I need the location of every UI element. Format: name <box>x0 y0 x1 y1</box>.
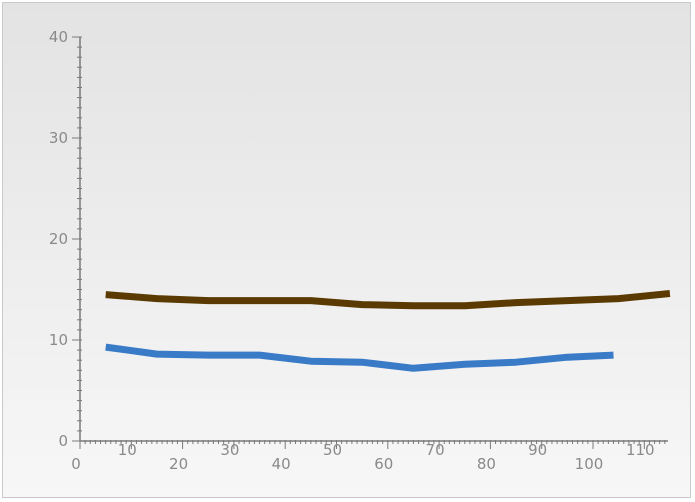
x-tick-label: 80 <box>477 455 496 473</box>
y-tick-label: 30 <box>49 129 68 147</box>
chart-frame <box>2 2 691 498</box>
x-tick-label: 100 <box>575 455 604 473</box>
x-tick-label: 20 <box>169 455 188 473</box>
tick-labels: 0 10 20 30 40 0 10 20 30 40 50 60 70 80 90 100 110 <box>49 28 655 473</box>
x-tick-label: 40 <box>272 455 291 473</box>
y-tick-label: 40 <box>49 28 68 46</box>
plot-background <box>3 3 690 497</box>
x-tick-label: 30 <box>220 441 239 459</box>
y-tick-label: 0 <box>58 432 68 450</box>
axes <box>72 36 668 449</box>
x-tick-label: 70 <box>426 441 445 459</box>
x-tick-label: 110 <box>626 441 655 459</box>
x-tick-label: 90 <box>528 441 547 459</box>
x-tick-label: 50 <box>323 441 342 459</box>
series-2-line <box>105 343 614 372</box>
x-tick-label: 0 <box>71 455 81 473</box>
series-layer <box>105 290 671 372</box>
x-tick-label: 10 <box>118 441 137 459</box>
y-tick-label: 10 <box>49 331 68 349</box>
series-1-line <box>105 290 671 310</box>
y-tick-label: 20 <box>49 230 68 248</box>
x-tick-label: 60 <box>374 455 393 473</box>
